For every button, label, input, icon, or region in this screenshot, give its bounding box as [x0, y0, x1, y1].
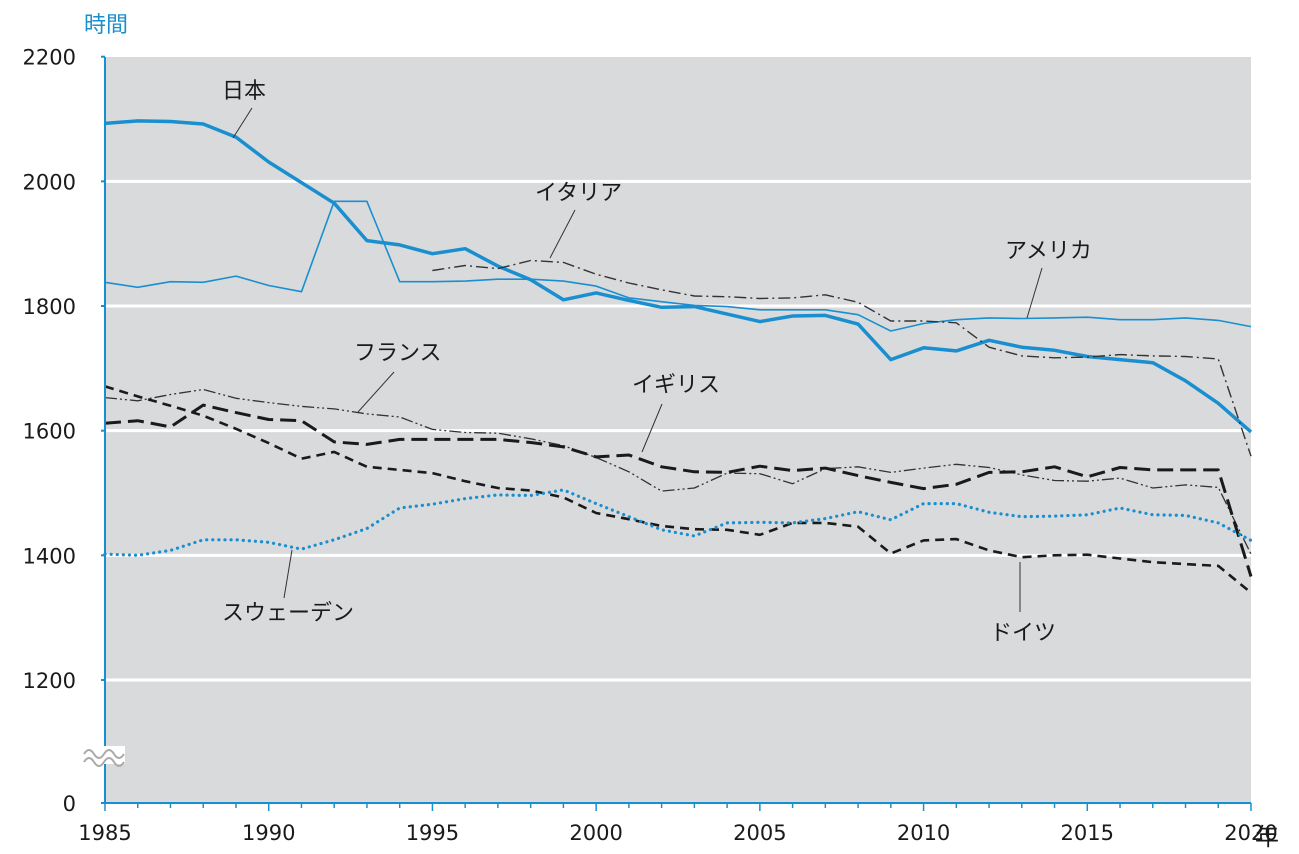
- series-label: フランス: [354, 341, 442, 366]
- series-line: [104, 385, 1252, 594]
- series-line: [432, 259, 1252, 457]
- series-line: [104, 119, 1253, 434]
- x-tick-label: 2010: [897, 821, 950, 845]
- x-tick-label: 2005: [733, 821, 786, 845]
- x-tick-label: 1990: [242, 821, 295, 845]
- x-tick-label: 1995: [406, 821, 459, 845]
- y-tick-label: 2200: [23, 46, 76, 70]
- label-leader: [1026, 267, 1043, 319]
- label-leader: [549, 209, 576, 259]
- y-axis-label: 時間: [84, 13, 128, 38]
- x-tick-label: 2015: [1061, 821, 1114, 845]
- y-tick-label: 0: [63, 792, 76, 816]
- label-leader: [232, 107, 253, 139]
- series-line: [104, 388, 1252, 555]
- series-label: イギリス: [632, 373, 720, 398]
- series-label: アメリカ: [1005, 239, 1092, 264]
- series-line: [104, 200, 1252, 332]
- x-tick-label: 2020: [1224, 821, 1277, 845]
- series-lines: [103, 119, 1253, 594]
- x-tick-label: 1985: [78, 821, 131, 845]
- axis-break-icon: [83, 746, 125, 767]
- y-tick-label: 2000: [23, 170, 76, 194]
- series-line: [104, 403, 1253, 577]
- label-leader: [641, 403, 663, 453]
- series-label: 日本: [222, 79, 266, 104]
- label-leader: [357, 371, 395, 413]
- label-leader: [283, 549, 293, 599]
- y-tick-label: 1800: [23, 295, 76, 319]
- series-line: [103, 488, 1253, 557]
- axes: 0 1200 1400 1600 1800 2000 2200 1985 1990 1995 200…: [23, 46, 1278, 845]
- y-tick-label: 1400: [23, 544, 76, 568]
- series-label: イタリア: [535, 181, 622, 206]
- y-tick-label: 1200: [23, 669, 76, 693]
- x-tick-label: 2000: [569, 821, 622, 845]
- x-axis-unit: 年: [1255, 823, 1279, 851]
- series-label: スウェーデン: [222, 601, 354, 626]
- y-tick-label: 1600: [23, 420, 76, 444]
- series-label: ドイツ: [990, 621, 1056, 646]
